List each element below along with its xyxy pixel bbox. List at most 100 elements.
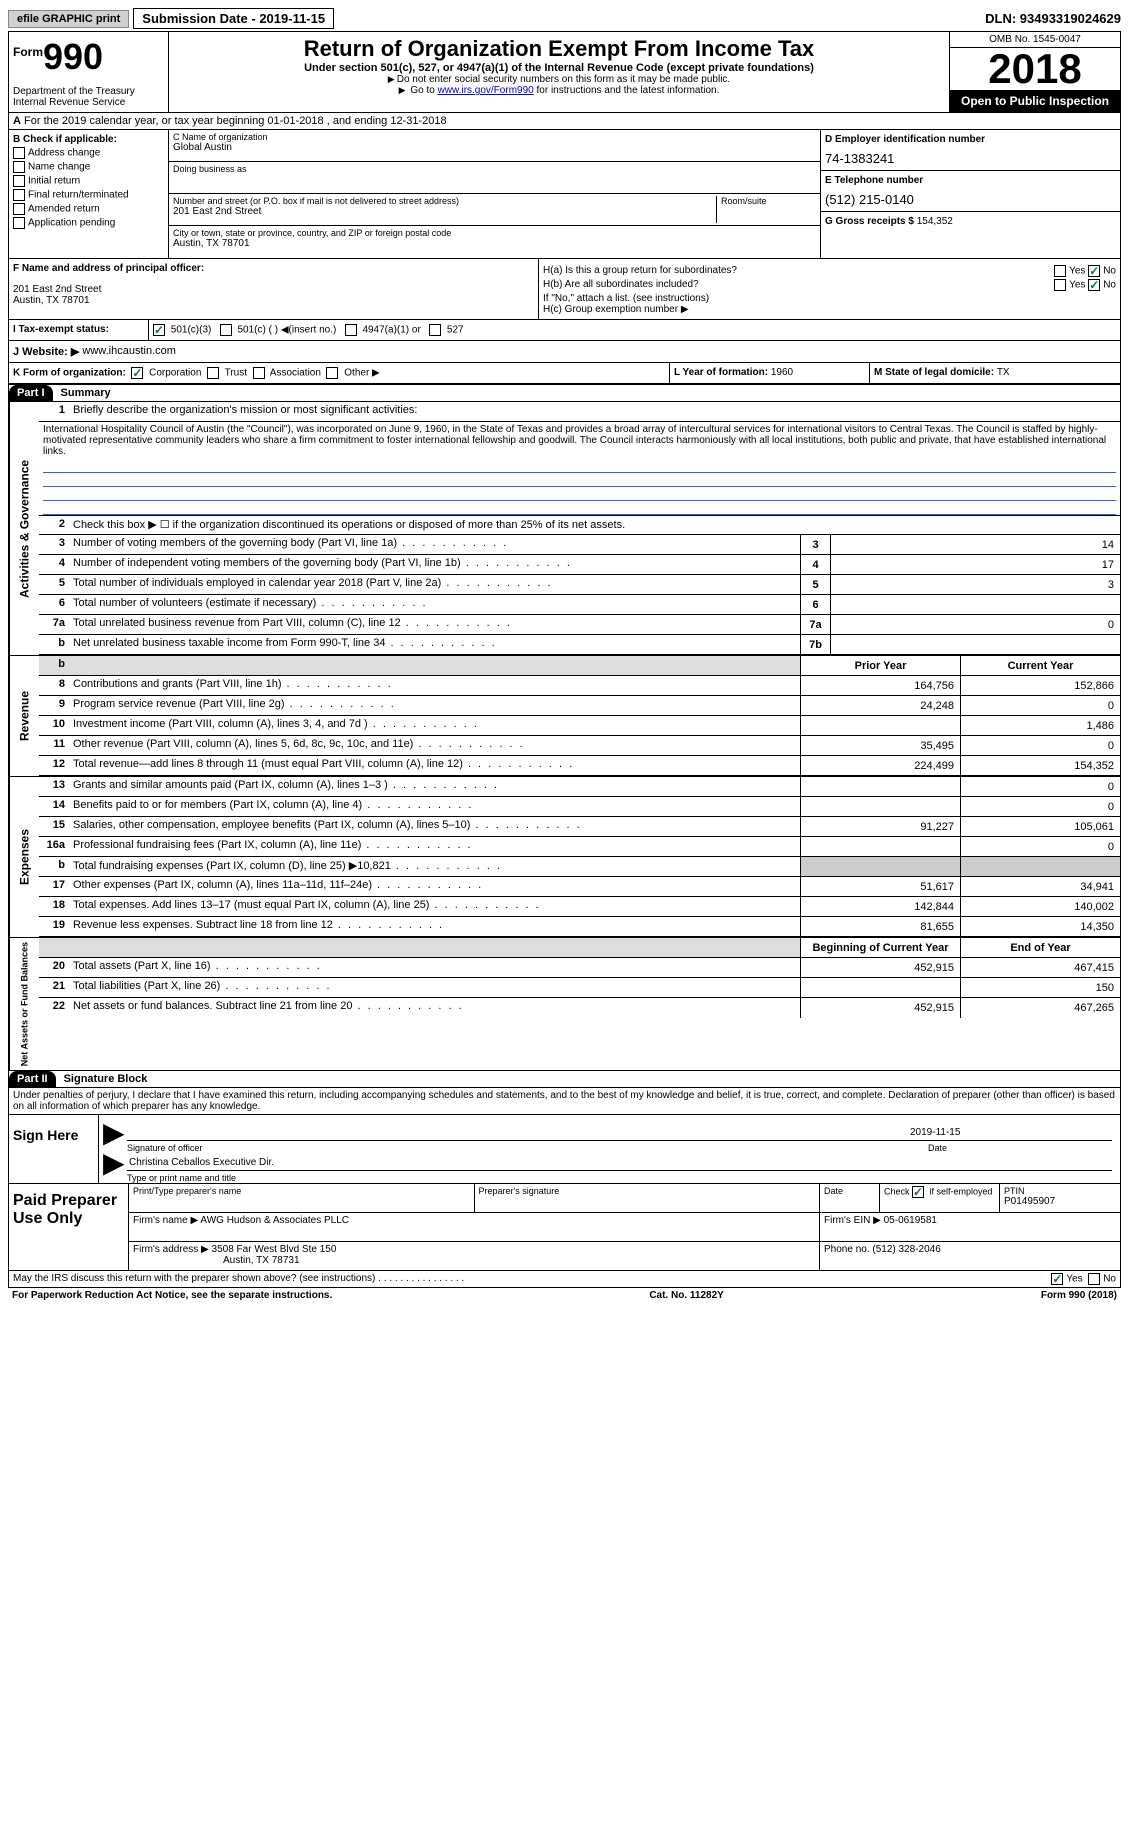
year-formation: 1960 [771,367,793,378]
officer-addr2: Austin, TX 78701 [13,295,534,306]
firm-ein: 05-0619581 [884,1215,937,1226]
header-prior-year: Prior Year [800,656,960,675]
sign-here-label: Sign Here [9,1115,99,1183]
chk-final-return[interactable] [13,189,25,201]
irs-link[interactable]: www.irs.gov/Form990 [438,85,534,96]
form-org-label: K Form of organization: [13,368,126,379]
ssn-note: Do not enter social security numbers on … [177,74,941,85]
hb-yes[interactable] [1054,279,1066,291]
hc-label: H(c) Group exemption number ▶ [543,304,1116,315]
paid-preparer-label: Paid Preparer Use Only [9,1184,129,1270]
discuss-question: May the IRS discuss this return with the… [13,1273,464,1285]
sig-officer-label: Signature of officer [119,1143,920,1153]
ein-value: 74-1383241 [825,145,1116,166]
website-value: www.ihcaustin.com [82,345,176,358]
state-domicile-label: M State of legal domicile: [874,367,997,378]
ha-no[interactable] [1088,265,1100,277]
form-title: Return of Organization Exempt From Incom… [177,36,941,62]
chk-initial-return[interactable] [13,175,25,187]
gross-receipts-value: 154,352 [917,216,953,227]
chk-501c[interactable] [220,324,232,336]
officer-label: F Name and address of principal officer: [13,263,534,274]
org-name: Global Austin [173,142,816,153]
chk-name-change[interactable] [13,161,25,173]
officer-addr1: 201 East 2nd Street [13,284,534,295]
section-b-title: B Check if applicable: [13,134,164,145]
phone-label: E Telephone number [825,175,1116,186]
firm-addr-label: Firm's address ▶ [133,1244,209,1255]
part1-header: Part I [9,385,53,401]
goto-note: Go to www.irs.gov/Form990 for instructio… [177,85,941,96]
blue-underline [43,487,1116,501]
firm-name: AWG Hudson & Associates PLLC [200,1215,349,1226]
form-footer: Form 990 (2018) [1041,1290,1117,1301]
tab-governance: Activities & Governance [9,402,39,655]
firm-addr2: Austin, TX 78731 [133,1255,300,1266]
row-a-period: A For the 2019 calendar year, or tax yea… [8,113,1121,130]
dept-treasury: Department of the Treasury [13,86,164,97]
part2-header: Part II [9,1071,56,1087]
chk-trust[interactable] [207,367,219,379]
ptin-value: P01495907 [1004,1196,1116,1207]
header-current-year: Current Year [960,656,1120,675]
dln: DLN: 93493319024629 [985,11,1121,26]
blue-underline [43,501,1116,515]
declaration-text: Under penalties of perjury, I declare th… [9,1088,1120,1115]
hb-note: If "No," attach a list. (see instruction… [543,293,1116,304]
firm-name-label: Firm's name ▶ [133,1215,198,1226]
chk-amended-return[interactable] [13,203,25,215]
self-employed-label: Check if self-employed [884,1186,995,1198]
firm-ein-label: Firm's EIN ▶ [824,1215,881,1226]
part2-title: Signature Block [56,1071,156,1087]
ha-yes[interactable] [1054,265,1066,277]
suite-label: Room/suite [716,196,816,223]
line2-text: Check this box ▶ ☐ if the organization d… [69,516,1120,534]
form-subtitle: Under section 501(c), 527, or 4947(a)(1)… [177,62,941,74]
preparer-sig-label: Preparer's signature [479,1186,816,1196]
chk-501c3[interactable] [153,324,165,336]
phone-value: (512) 215-0140 [825,186,1116,207]
ein-label: D Employer identification number [825,134,1116,145]
year-formation-label: L Year of formation: [674,367,771,378]
dept-irs: Internal Revenue Service [13,97,164,108]
submission-date: Submission Date - 2019-11-15 [133,8,334,29]
form-number: Form990 [13,36,164,78]
firm-phone: (512) 328-2046 [872,1244,940,1255]
efile-print-button[interactable]: efile GRAPHIC print [8,10,129,28]
street-label: Number and street (or P.O. box if mail i… [173,196,716,206]
cat-number: Cat. No. 11282Y [649,1290,723,1301]
tax-status-label: I Tax-exempt status: [9,320,149,340]
tab-net-assets: Net Assets or Fund Balances [9,938,39,1070]
dba-label: Doing business as [173,164,816,174]
tax-year: 2018 [950,48,1120,90]
gross-receipts-label: G Gross receipts $ [825,216,917,227]
blue-underline [43,459,1116,473]
chk-address-change[interactable] [13,147,25,159]
top-bar: efile GRAPHIC print Submission Date - 20… [8,8,1121,29]
discuss-yes[interactable] [1051,1273,1063,1285]
chk-corporation[interactable] [131,367,143,379]
chk-4947a1[interactable] [345,324,357,336]
ha-label: H(a) Is this a group return for subordin… [543,265,737,277]
chk-application-pending[interactable] [13,217,25,229]
discuss-no[interactable] [1088,1273,1100,1285]
city-label: City or town, state or province, country… [173,228,816,238]
hb-no[interactable] [1088,279,1100,291]
header-grid: B Check if applicable: Address change Na… [8,130,1121,259]
chk-527[interactable] [429,324,441,336]
firm-phone-label: Phone no. [824,1244,872,1255]
sign-date: 2019-11-15 [910,1127,1110,1138]
line1-label: Briefly describe the organization's miss… [73,404,417,416]
open-public-label: Open to Public Inspection [950,90,1120,112]
chk-association[interactable] [253,367,265,379]
hb-label: H(b) Are all subordinates included? [543,279,699,291]
print-preparer-label: Print/Type preparer's name [133,1186,470,1196]
state-domicile: TX [997,367,1010,378]
part1-title: Summary [53,385,119,401]
sig-date-label: Date [920,1143,1120,1153]
chk-other[interactable] [326,367,338,379]
firm-addr1: 3508 Far West Blvd Ste 150 [212,1244,337,1255]
chk-self-employed[interactable] [912,1186,924,1198]
form-header: Form990 Department of the Treasury Inter… [8,31,1121,113]
blue-underline [43,473,1116,487]
